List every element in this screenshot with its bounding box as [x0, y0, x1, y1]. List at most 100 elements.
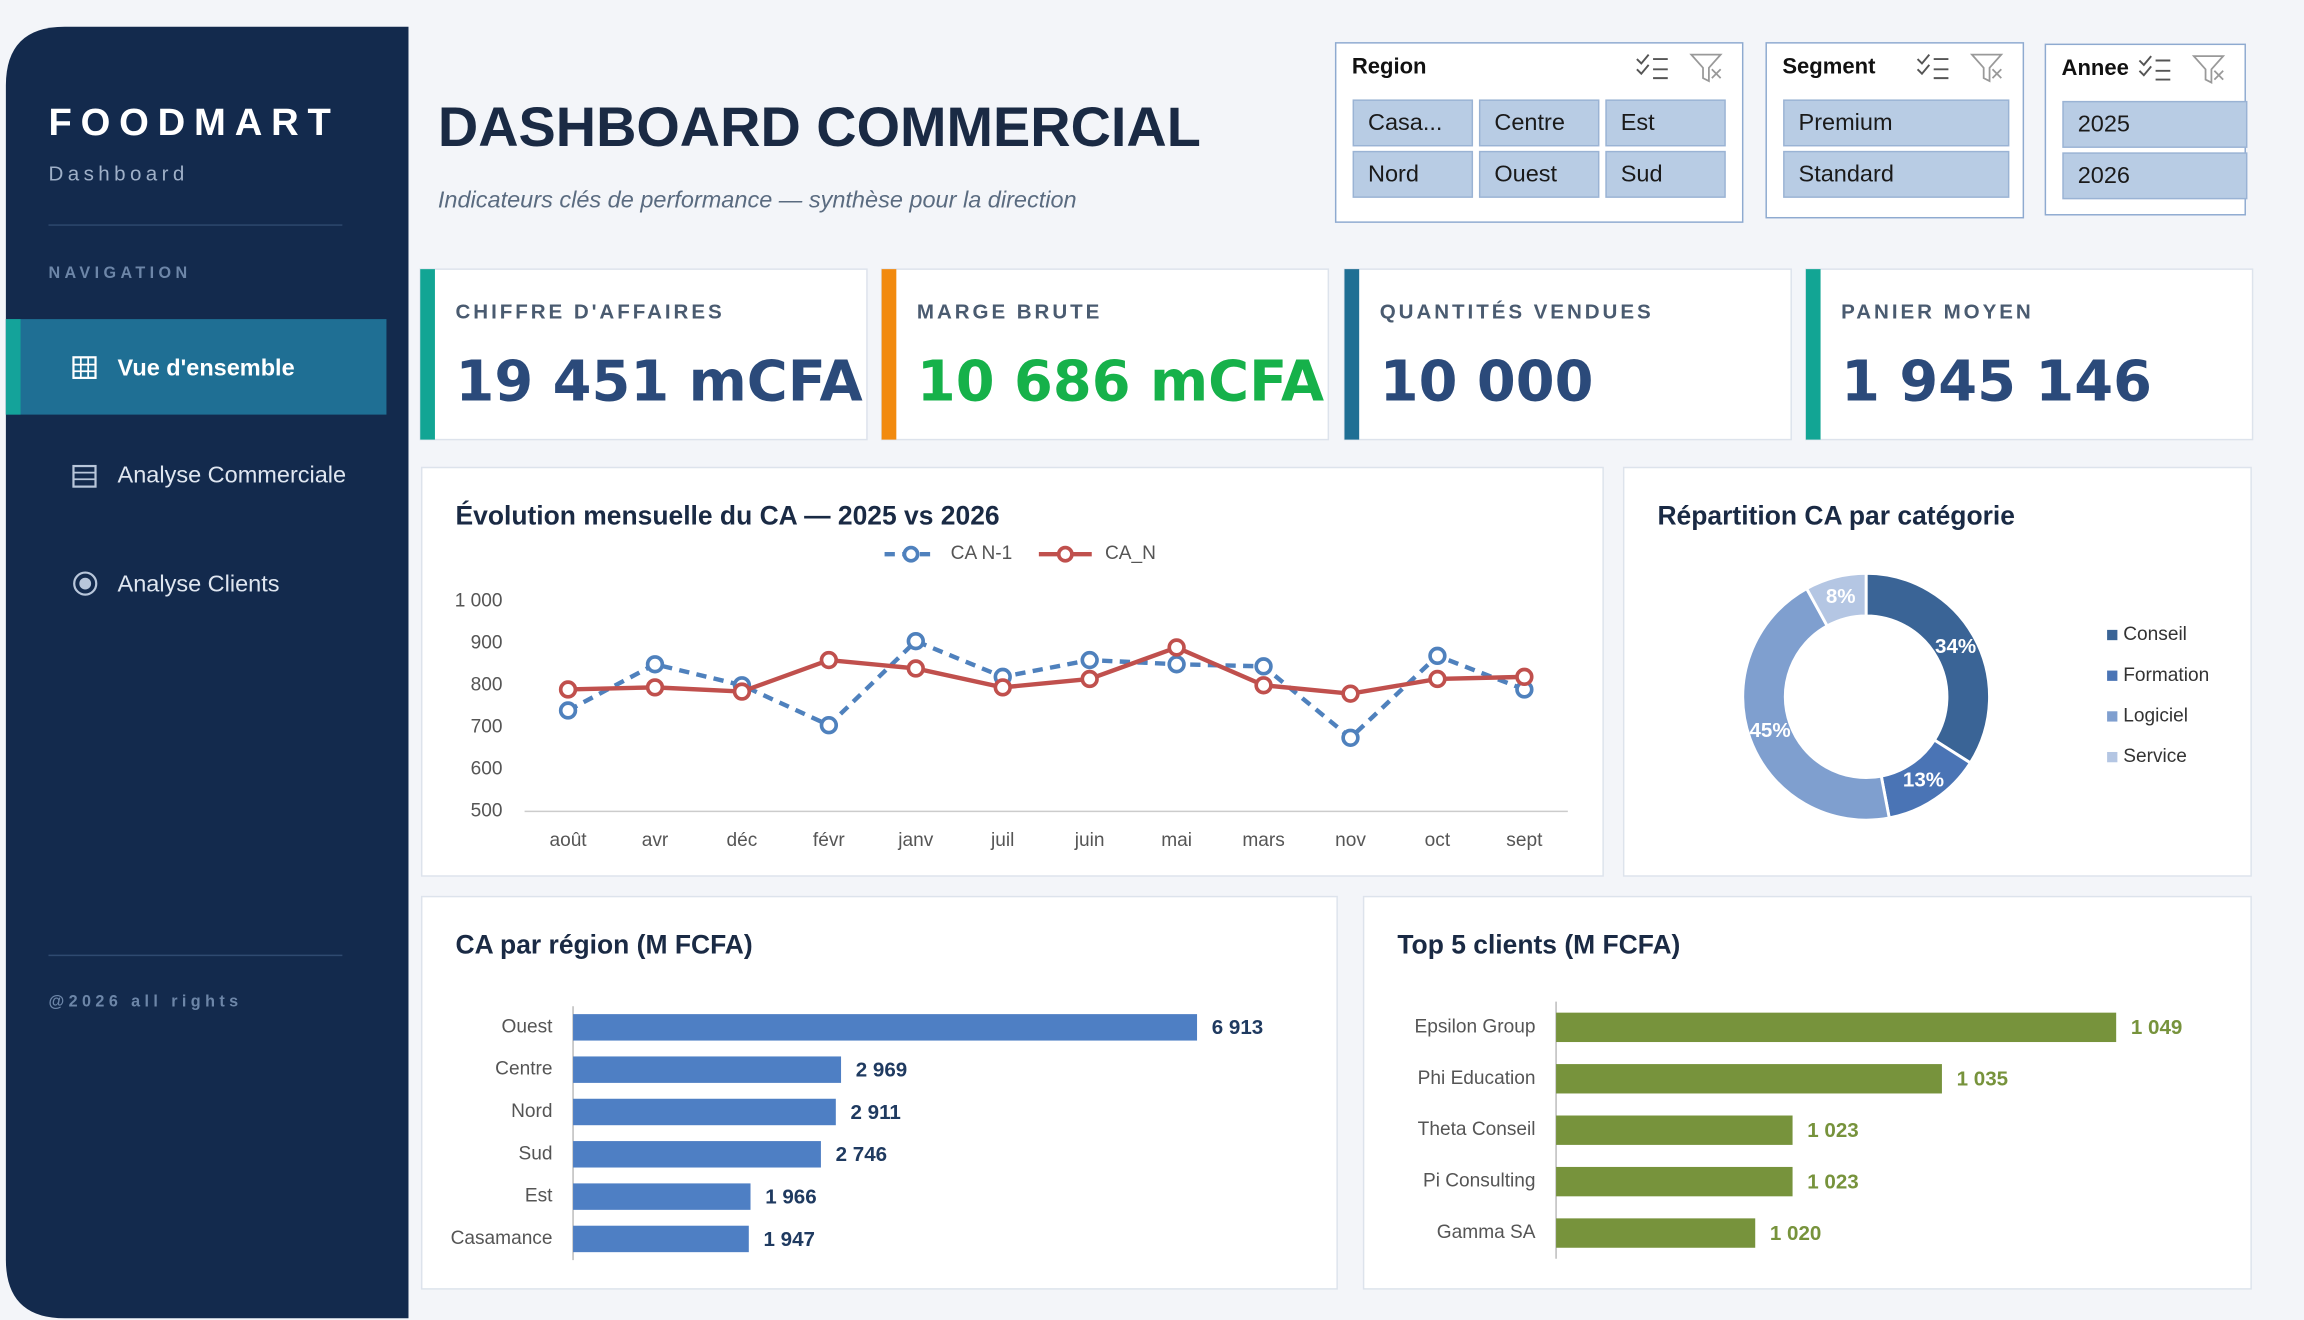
point [558, 701, 578, 720]
kpi-label: CHIFFRE D'AFFAIRES [456, 301, 725, 324]
y-tick-label: 600 [471, 758, 503, 779]
nav-heading: NAVIGATION [48, 264, 191, 282]
clear-filter-icon[interactable] [1969, 53, 2004, 83]
kpi-card [1343, 268, 1792, 441]
donut-slice [1741, 586, 1891, 822]
x-tick-label: juil [990, 830, 1014, 851]
point [732, 682, 752, 701]
slicer-item[interactable]: Ouest [1494, 160, 1557, 186]
slicer-item[interactable]: Standard [1799, 160, 1894, 186]
point [645, 655, 665, 674]
bar [1556, 1115, 1793, 1145]
slicer-item[interactable]: Sud [1621, 160, 1663, 186]
multi-select-icon[interactable] [2138, 55, 2171, 81]
kpi-accent [1344, 269, 1360, 440]
point [1515, 667, 1534, 687]
kpi-value: 1 945 146 [1841, 349, 2152, 414]
slicer-button[interactable] [1478, 99, 1600, 147]
nav-item[interactable]: Analyse Commerciale [72, 462, 347, 488]
chart-title: Top 5 clients (M FCFA) [1397, 930, 1680, 960]
multi-select-icon[interactable] [1916, 54, 1949, 80]
legend-marker [1056, 545, 1074, 563]
kpi-label: MARGE BRUTE [917, 301, 1102, 324]
data-label: 8% [1826, 585, 1856, 608]
nav-icon [72, 356, 97, 379]
point [1167, 655, 1186, 674]
x-tick-label: oct [1425, 830, 1451, 851]
nav-label[interactable]: Vue d'ensemble [118, 354, 295, 380]
y-tick-label: Pi Consulting [1423, 1171, 1536, 1192]
clear-filter-icon[interactable] [1689, 53, 1723, 83]
clear-filter-icon[interactable] [2191, 55, 2226, 84]
data-label: 1 947 [763, 1228, 814, 1251]
slicer-item[interactable]: Premium [1799, 109, 1893, 135]
legend-swatch [2107, 670, 2118, 681]
slicer-button[interactable] [1352, 99, 1474, 147]
x-tick-label: mars [1242, 830, 1284, 851]
slicer-item[interactable]: Casa... [1368, 109, 1442, 135]
legend-label: Logiciel [2123, 705, 2188, 726]
data-label: 1 023 [1807, 1119, 1858, 1142]
bar [1556, 1064, 1942, 1094]
point [819, 650, 839, 670]
x-tick-label: mai [1161, 830, 1192, 851]
bar [1556, 1012, 2117, 1043]
point [1080, 650, 1099, 670]
bar [573, 1056, 842, 1083]
slicer-button[interactable] [1783, 99, 2010, 147]
slicer-item[interactable]: 2026 [2078, 162, 2130, 188]
donut-slice [1804, 571, 1868, 628]
slicer-button[interactable] [1478, 150, 1600, 198]
y-tick-label: 700 [471, 716, 503, 737]
data-label: 34% [1935, 635, 1976, 658]
x-tick-label: déc [727, 830, 758, 851]
slicer-button[interactable] [1605, 150, 1726, 198]
data-label: 45% [1749, 719, 1790, 742]
data-label: 13% [1903, 769, 1944, 792]
nav-active-bg [5, 319, 387, 415]
nav-item[interactable]: Vue d'ensemble [72, 354, 295, 380]
legend-label: CA_N [1105, 543, 1156, 564]
y-tick-label: Casamance [451, 1228, 553, 1249]
nav-item[interactable]: Analyse Clients [73, 570, 280, 596]
y-tick-label: Phi Education [1418, 1068, 1536, 1089]
chart-title: Évolution mensuelle du CA — 2025 vs 2026 [456, 500, 1000, 530]
legend-swatch [2107, 751, 2118, 763]
slicer-button[interactable] [2062, 152, 2248, 200]
kpi-accent [881, 269, 897, 440]
y-tick-label: 1 000 [455, 590, 503, 611]
slicer-item[interactable]: Est [1621, 109, 1655, 135]
slicer-item[interactable]: 2025 [2078, 110, 2130, 136]
legend-label: Formation [2123, 665, 2209, 686]
data-label: 1 035 [1957, 1068, 2008, 1091]
slicer-item[interactable]: Centre [1494, 109, 1565, 135]
multi-select-icon[interactable] [1636, 54, 1668, 80]
kpi-label: PANIER MOYEN [1841, 301, 2034, 324]
page-title: DASHBOARD COMMERCIAL [438, 95, 1201, 158]
legend-label: Conseil [2123, 624, 2187, 645]
point [558, 680, 578, 699]
data-label: 1 020 [1770, 1222, 1821, 1245]
x-tick-label: avr [642, 830, 669, 851]
point [819, 716, 839, 735]
x-tick-label: juin [1074, 830, 1105, 851]
slicer-item[interactable]: Nord [1368, 160, 1419, 186]
slicer-button[interactable] [1783, 150, 2010, 198]
nav-label[interactable]: Analyse Commerciale [118, 462, 347, 488]
point [906, 631, 925, 651]
nav-label[interactable]: Analyse Clients [118, 570, 280, 596]
point [1341, 728, 1360, 747]
slicer-button[interactable] [1605, 99, 1726, 147]
bar [573, 1183, 751, 1210]
page-subtitle: Indicateurs clés de performance — synthè… [438, 187, 1077, 213]
point [1167, 638, 1186, 657]
slicer-button[interactable] [2062, 100, 2248, 148]
kpi-card [1805, 268, 2254, 441]
slicer-title: Annee [2062, 55, 2129, 80]
brand-subtitle: Dashboard [48, 163, 188, 186]
point [1428, 669, 1447, 689]
slicer-button[interactable] [1352, 150, 1474, 198]
x-tick-label: août [549, 830, 587, 851]
